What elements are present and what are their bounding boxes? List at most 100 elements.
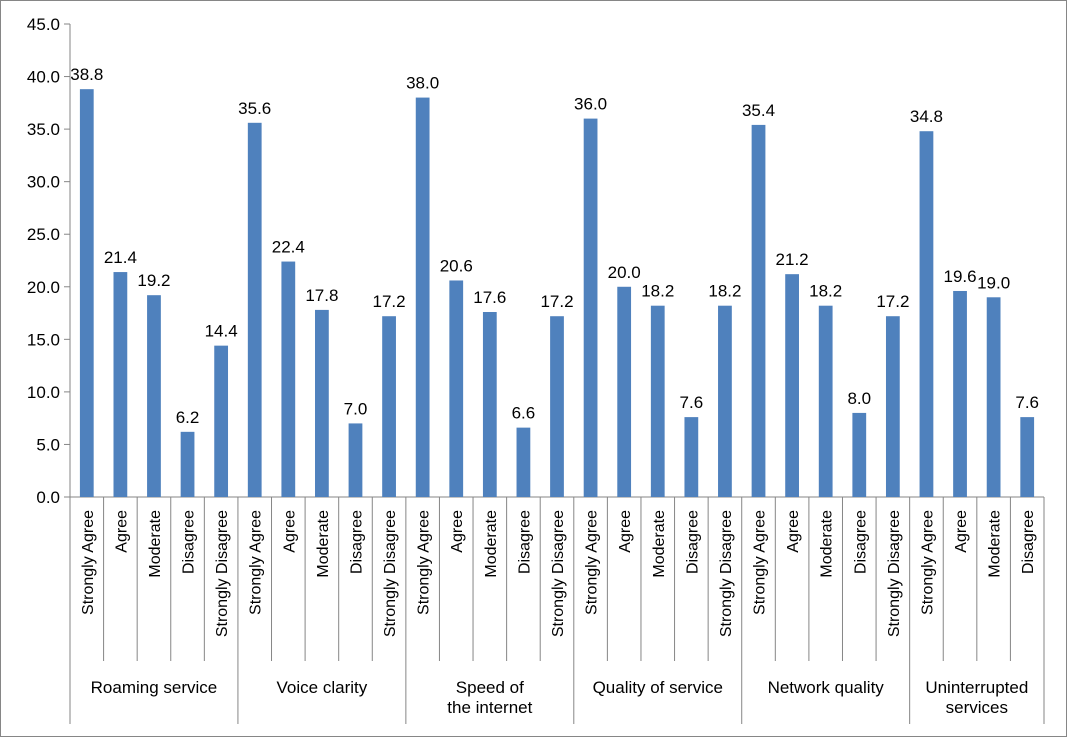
bar xyxy=(516,427,531,497)
x-category-label: Agree xyxy=(617,510,634,553)
x-group-label: Roaming service xyxy=(91,678,218,697)
bar xyxy=(482,312,497,497)
y-tick-label: 15.0 xyxy=(27,330,60,349)
x-category-label: Strongly Agree xyxy=(248,510,265,615)
data-label: 18.2 xyxy=(809,282,842,301)
data-label: 36.0 xyxy=(574,95,607,114)
data-label: 17.2 xyxy=(373,292,406,311)
data-label: 17.2 xyxy=(876,292,909,311)
data-label: 21.2 xyxy=(776,250,809,269)
bar xyxy=(281,261,296,497)
bar xyxy=(382,316,396,497)
bar xyxy=(180,431,195,497)
bar xyxy=(650,305,665,497)
data-label: 7.6 xyxy=(1015,393,1039,412)
x-category-label: Disagree xyxy=(1020,510,1037,574)
x-category-label: Agree xyxy=(281,510,298,553)
bar xyxy=(986,297,1001,497)
bar xyxy=(953,290,967,497)
x-category-label: Agree xyxy=(953,510,970,553)
x-category-label: Disagree xyxy=(516,510,533,574)
bar xyxy=(885,316,900,497)
x-category-label: Strongly Agree xyxy=(80,510,97,615)
x-category-label: Moderate xyxy=(819,510,836,578)
data-label: 22.4 xyxy=(272,238,305,257)
y-tick-label: 20.0 xyxy=(27,278,60,297)
x-group-label: Network quality xyxy=(768,678,885,697)
x-category-label: Moderate xyxy=(651,510,668,578)
bar xyxy=(718,305,732,497)
x-category-label: Agree xyxy=(785,510,802,553)
x-category-label: Strongly Agree xyxy=(752,510,769,615)
data-label: 19.2 xyxy=(137,271,170,290)
x-category-label: Strongly Disagree xyxy=(382,510,399,637)
data-label: 38.0 xyxy=(406,74,439,93)
x-category-label: Moderate xyxy=(147,510,164,578)
data-label: 35.4 xyxy=(742,101,775,120)
x-category-label: Disagree xyxy=(348,510,365,574)
bar xyxy=(818,305,833,497)
data-label: 17.6 xyxy=(473,288,506,307)
data-label: 20.6 xyxy=(440,256,473,275)
bar xyxy=(751,124,766,497)
data-label: 7.6 xyxy=(680,393,704,412)
data-label: 34.8 xyxy=(910,107,943,126)
bar xyxy=(919,131,934,498)
x-group-label: Uninterrupted services xyxy=(925,678,1028,717)
data-label: 21.4 xyxy=(104,248,137,267)
bar xyxy=(415,97,430,498)
bar xyxy=(550,316,564,497)
y-tick-label: 25.0 xyxy=(27,225,60,244)
bar xyxy=(113,272,128,497)
x-category-label: Moderate xyxy=(315,510,332,578)
bar xyxy=(684,417,699,497)
y-tick-label: 35.0 xyxy=(27,120,60,139)
x-category-label: Strongly Agree xyxy=(919,510,936,615)
x-category-label: Strongly Disagree xyxy=(718,510,735,637)
y-tick-label: 45.0 xyxy=(27,15,60,34)
data-label: 38.8 xyxy=(70,65,103,84)
bar xyxy=(785,274,799,497)
x-category-label: Moderate xyxy=(483,510,500,578)
data-label: 18.2 xyxy=(641,282,674,301)
data-label: 17.8 xyxy=(305,286,338,305)
x-category-label: Strongly Agree xyxy=(584,510,601,615)
data-label: 20.0 xyxy=(608,263,641,282)
y-tick-label: 30.0 xyxy=(27,173,60,192)
x-group-label: Quality of service xyxy=(593,678,723,697)
bar xyxy=(449,280,464,497)
data-label: 6.6 xyxy=(512,404,536,423)
x-group-label: Voice clarity xyxy=(277,678,368,697)
data-label: 7.0 xyxy=(344,399,368,418)
bar xyxy=(79,89,94,498)
y-tick-label: 40.0 xyxy=(27,68,60,87)
x-category-label: Strongly Agree xyxy=(416,510,433,615)
bar xyxy=(583,118,598,497)
x-category-label: Strongly Disagree xyxy=(886,510,903,637)
data-label: 14.4 xyxy=(205,322,238,341)
x-category-label: Strongly Disagree xyxy=(550,510,567,637)
x-group-label: Speed of the internet xyxy=(447,678,532,717)
data-label: 18.2 xyxy=(708,282,741,301)
y-tick-label: 5.0 xyxy=(36,435,60,454)
x-category-label: Strongly Disagree xyxy=(214,510,231,637)
data-label: 6.2 xyxy=(176,408,200,427)
data-label: 19.6 xyxy=(943,267,976,286)
bar xyxy=(214,345,229,497)
x-category-label: Agree xyxy=(113,510,130,553)
data-label: 19.0 xyxy=(977,273,1010,292)
bar xyxy=(348,423,363,497)
data-label: 8.0 xyxy=(847,389,871,408)
y-tick-label: 0.0 xyxy=(36,488,60,507)
x-category-label: Disagree xyxy=(684,510,701,574)
bar xyxy=(617,286,632,497)
bar xyxy=(147,295,161,497)
bar xyxy=(852,412,867,497)
y-tick-label: 10.0 xyxy=(27,383,60,402)
x-category-label: Disagree xyxy=(181,510,198,574)
bar xyxy=(315,309,329,497)
bar xyxy=(1020,417,1035,497)
x-category-label: Moderate xyxy=(987,510,1004,578)
x-category-label: Disagree xyxy=(852,510,869,574)
